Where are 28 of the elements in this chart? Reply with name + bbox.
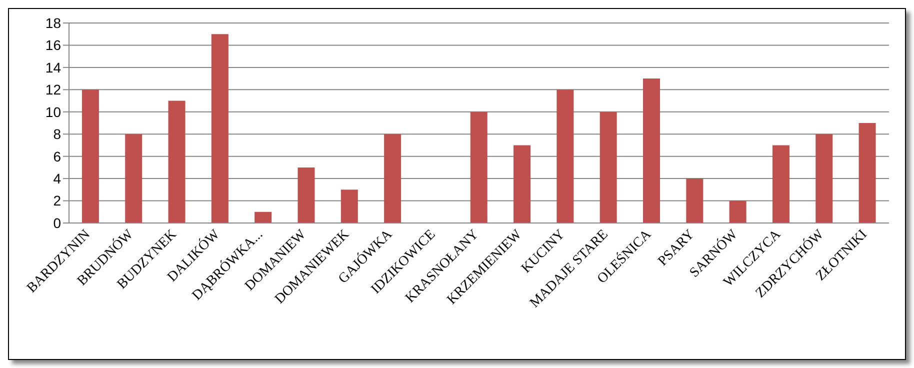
bar [686, 178, 704, 223]
y-tick-label: 16 [45, 37, 62, 54]
bar [600, 112, 617, 223]
bar [556, 90, 574, 223]
y-tick-label: 2 [53, 192, 62, 209]
bar [772, 145, 790, 223]
bar [729, 200, 746, 223]
y-tick-label: 12 [45, 82, 62, 98]
y-tick-label: 10 [45, 104, 62, 120]
y-tick-label: 4 [53, 170, 62, 187]
bar [82, 90, 99, 223]
y-tick-label: 18 [45, 14, 62, 31]
bar [514, 145, 531, 223]
bar [816, 134, 833, 223]
bar [643, 78, 660, 223]
bar [470, 112, 488, 223]
bar [254, 212, 272, 223]
bar [125, 134, 142, 223]
bar [384, 134, 402, 223]
bar [298, 167, 315, 223]
y-tick-label: 8 [53, 126, 62, 142]
y-tick-label: 14 [45, 59, 62, 76]
bar [858, 123, 876, 223]
bar [340, 190, 358, 223]
y-tick-label: 0 [53, 214, 62, 231]
bar [211, 34, 228, 223]
bar [168, 100, 186, 223]
y-tick-label: 6 [53, 148, 62, 164]
